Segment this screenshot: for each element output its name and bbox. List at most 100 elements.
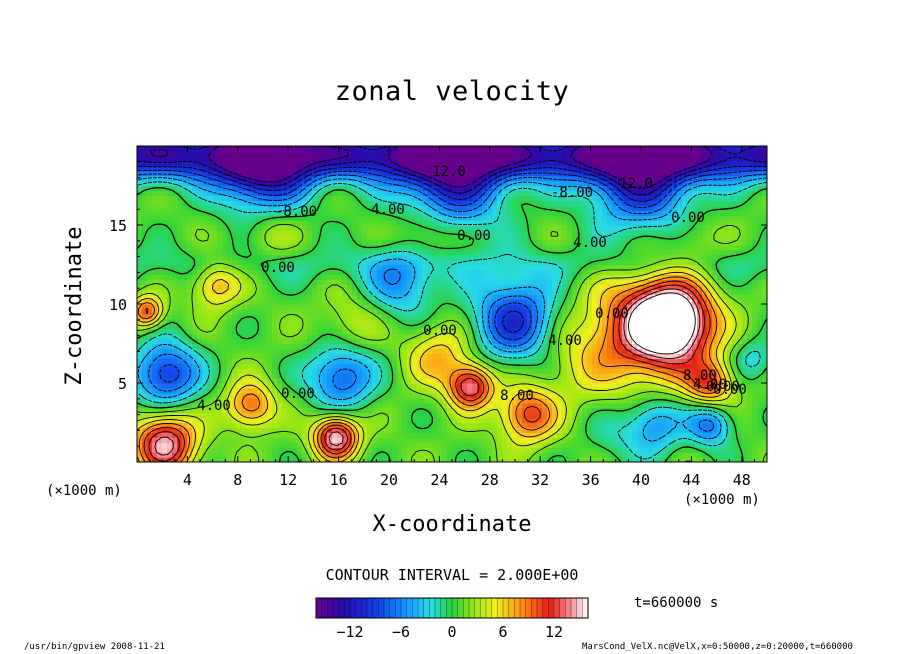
field-cell — [402, 373, 408, 379]
field-cell — [407, 279, 413, 285]
field-cell — [512, 299, 518, 305]
field-cell — [617, 299, 623, 305]
field-cell — [287, 318, 293, 325]
field-cell — [647, 373, 653, 379]
field-cell — [617, 392, 623, 399]
field-cell — [757, 457, 763, 462]
field-cell — [442, 392, 448, 399]
field-cell — [597, 343, 603, 350]
field-cell — [677, 363, 683, 369]
field-cell — [702, 412, 708, 419]
field-cell — [257, 348, 263, 354]
field-cell — [152, 269, 158, 275]
field-cell — [577, 289, 583, 295]
field-cell — [247, 338, 253, 345]
field-cell — [437, 397, 443, 404]
field-cell — [552, 299, 558, 305]
field-cell — [272, 427, 278, 433]
field-cell — [677, 373, 683, 379]
field-cell — [162, 442, 168, 448]
field-cell — [152, 343, 158, 350]
field-cell — [627, 417, 633, 424]
field-cell — [362, 318, 368, 325]
field-cell — [642, 447, 648, 453]
field-cell — [257, 313, 263, 320]
field-cell — [532, 452, 538, 458]
field-cell — [342, 318, 348, 325]
field-cell — [277, 442, 283, 448]
field-cell — [557, 387, 563, 394]
field-cell — [202, 284, 208, 290]
field-cell — [162, 437, 168, 443]
field-cell — [152, 274, 158, 280]
field-cell — [202, 437, 208, 443]
field-cell — [757, 383, 763, 389]
field-cell — [532, 343, 538, 350]
field-cell — [232, 333, 238, 340]
field-cell — [172, 407, 178, 414]
field-cell — [197, 447, 203, 453]
field-cell — [247, 269, 253, 275]
field-cell — [247, 437, 253, 443]
field-cell — [607, 397, 613, 404]
field-cell — [517, 427, 523, 433]
field-cell — [542, 452, 548, 458]
field-cell — [522, 279, 528, 285]
field-cell — [352, 412, 358, 419]
field-cell — [532, 417, 538, 424]
field-cell — [627, 289, 633, 295]
field-cell — [282, 387, 288, 394]
field-cell — [582, 328, 588, 335]
field-cell — [362, 427, 368, 433]
field-cell — [212, 274, 218, 280]
field-cell — [632, 373, 638, 379]
field-cell — [307, 308, 313, 315]
field-cell — [562, 284, 568, 290]
field-cell — [227, 323, 233, 330]
field-cell — [362, 269, 368, 275]
field-cell — [232, 412, 238, 419]
field-cell — [392, 368, 398, 374]
field-cell — [237, 323, 243, 330]
field-cell — [572, 348, 578, 354]
field-cell — [472, 427, 478, 433]
field-cell — [552, 279, 558, 285]
field-cell — [452, 358, 458, 364]
field-cell — [322, 368, 328, 374]
field-cell — [427, 299, 433, 305]
field-cell — [487, 358, 493, 364]
field-cell — [712, 333, 718, 340]
field-cell — [522, 313, 528, 320]
field-cell — [302, 387, 308, 394]
field-cell — [292, 269, 298, 275]
field-cell — [602, 274, 608, 280]
field-cell — [547, 279, 553, 285]
field-cell — [647, 368, 653, 374]
field-cell — [417, 417, 423, 424]
field-cell — [137, 323, 143, 330]
field-cell — [732, 452, 738, 458]
field-cell — [227, 269, 233, 275]
field-cell — [282, 437, 288, 443]
field-cell — [717, 348, 723, 354]
field-cell — [447, 308, 453, 315]
field-cell — [192, 343, 198, 350]
field-cell — [292, 318, 298, 325]
field-cell — [232, 289, 238, 295]
field-cell — [412, 368, 418, 374]
field-cell — [487, 427, 493, 433]
field-cell — [677, 279, 683, 285]
field-cell — [622, 447, 628, 453]
field-cell — [752, 447, 758, 453]
field-cell — [432, 269, 438, 275]
field-cell — [682, 442, 688, 448]
field-cell — [142, 343, 148, 350]
field-cell — [687, 308, 693, 315]
field-cell — [452, 269, 458, 275]
field-cell — [257, 427, 263, 433]
field-cell — [727, 383, 733, 389]
field-cell — [637, 308, 643, 315]
field-cell — [502, 323, 508, 330]
field-cell — [582, 373, 588, 379]
field-cell — [222, 313, 228, 320]
